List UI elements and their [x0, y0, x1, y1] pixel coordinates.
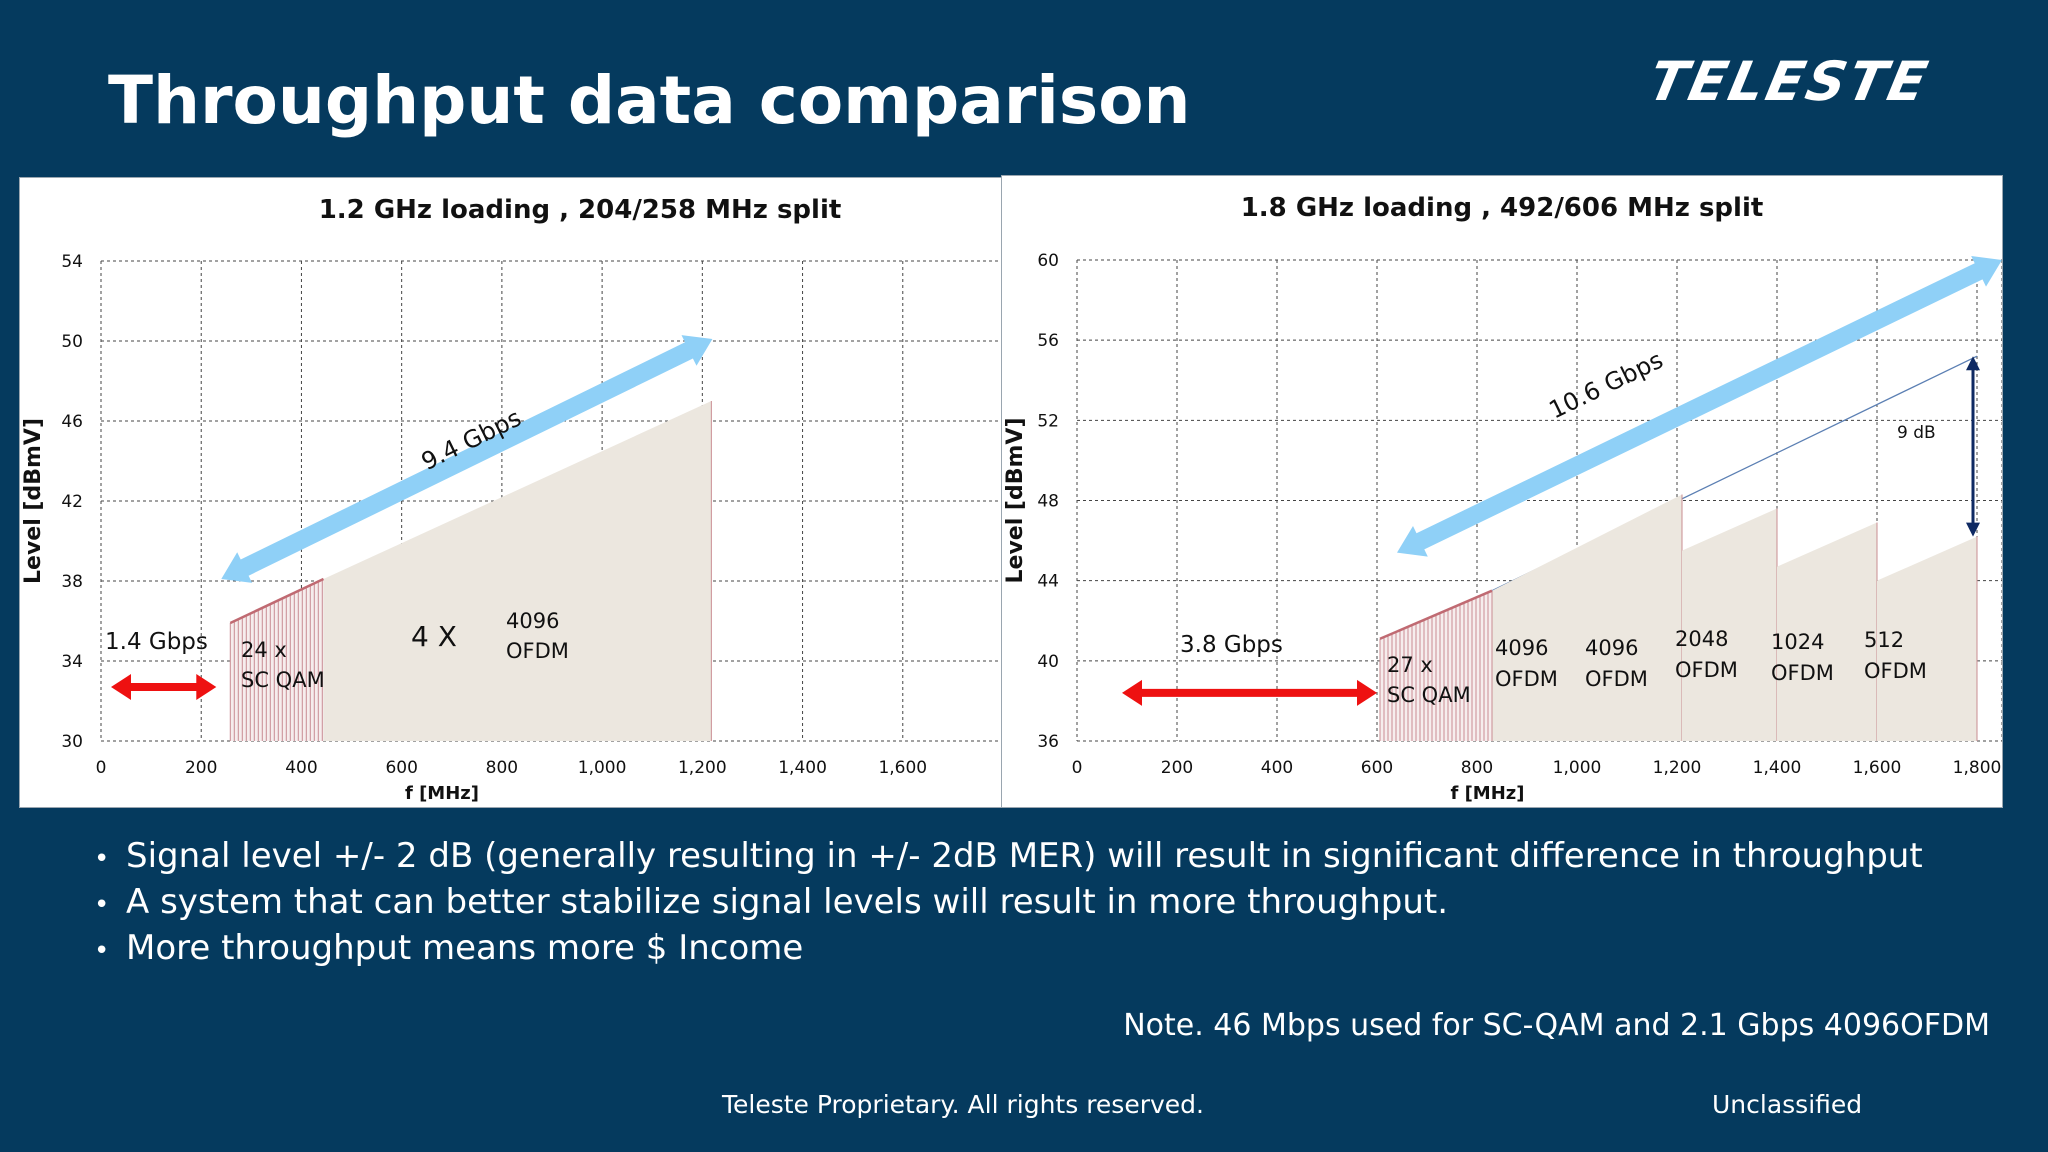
chart1-x-tick-label: 800 — [486, 758, 518, 778]
chart1-x-tick-label: 0 — [96, 758, 107, 778]
chart2-x-tick-label: 0 — [1072, 758, 1083, 778]
chart2-ofdm-block-2 — [1682, 508, 1777, 741]
bullet-text: Signal level +/- 2 dB (generally resulti… — [126, 836, 1923, 876]
chart2-x-axis-label: f [MHz] — [1450, 783, 1524, 804]
chart1-y-tick-label: 34 — [61, 652, 83, 672]
chart-1-8ghz-loading: 1.8 GHz loading , 492/606 MHz split 36 40 4… — [1003, 193, 2002, 804]
chart1-ofdm-label-line1: 4096 — [506, 609, 559, 633]
chart1-y-tick-label: 54 — [61, 252, 83, 272]
chart2-ofdm-label-line2: OFDM — [1675, 658, 1738, 682]
chart2-ofdm-block-1 — [1492, 494, 1682, 741]
chart2-throughput-label: 10.6 Gbps — [1545, 346, 1668, 425]
chart2-title: 1.8 GHz loading , 492/606 MHz split — [1241, 193, 1764, 223]
footer-copyright: Teleste Proprietary. All rights reserved… — [722, 1090, 1204, 1119]
chart2-scqam-tilt — [1379, 589, 1493, 640]
chart2-y-tick-label: 52 — [1037, 411, 1059, 431]
chart2-x-tick-label: 1,800 — [1953, 758, 2002, 778]
chart1-scqam-block — [230, 579, 324, 741]
chart2-delta-label: 9 dB — [1897, 423, 1936, 443]
chart2-ofdm-label-line1: 512 — [1864, 628, 1904, 652]
chart1-x-tick-label: 1,600 — [878, 758, 927, 778]
chart1-y-tick-label: 42 — [61, 492, 83, 512]
chart2-throughput-arrow — [1397, 256, 2002, 557]
chart2-x-tick-label: 1,400 — [1753, 758, 1802, 778]
bullet-dot-icon: • — [94, 890, 110, 920]
chart2-x-tick-label: 1,000 — [1553, 758, 1602, 778]
chart1-y-tick-label: 50 — [61, 332, 83, 352]
teleste-logo: TELESTE — [1643, 50, 1936, 113]
chart2-x-tick-label: 600 — [1361, 758, 1393, 778]
chart2-y-axis-label: Level [dBmV] — [1003, 418, 1028, 584]
chart2-x-tick-label: 1,600 — [1853, 758, 1902, 778]
chart1-scqam-label-line1: 24 x — [241, 638, 287, 662]
chart1-y-axis-label: Level [dBmV] — [21, 418, 46, 584]
chart1-multiplier-label: 4 X — [411, 620, 457, 653]
chart1-y-tick-label: 38 — [61, 572, 83, 592]
bullet-item: • A system that can better stabilize sign… — [94, 879, 1923, 925]
chart2-x-tick-label: 1,200 — [1653, 758, 1702, 778]
chart2-delta-arrow — [1966, 356, 1980, 537]
chart1-x-tick-label: 400 — [285, 758, 317, 778]
bullet-text: A system that can better stabilize signa… — [126, 882, 1449, 922]
chart1-title: 1.2 GHz loading , 204/258 MHz split — [319, 195, 842, 225]
chart2-ofdm-label-line1: 2048 — [1675, 627, 1728, 651]
chart1-upstream-label: 1.4 Gbps — [105, 629, 208, 655]
bullet-text: More throughput means more $ Income — [126, 928, 804, 968]
chart-panel-1-2ghz: 1.2 GHz loading , 204/258 MHz split 30 34 3… — [19, 177, 1002, 808]
chart1-x-axis-label: f [MHz] — [405, 783, 479, 804]
slide-title: Throughput data comparison — [108, 62, 1191, 139]
chart2-y-tick-label: 40 — [1037, 652, 1059, 672]
chart1-y-tick-label: 46 — [61, 412, 83, 432]
chart1-scqam-tilt — [229, 577, 325, 625]
chart2-ofdm-label-line2: OFDM — [1864, 659, 1927, 683]
chart2-x-tick-label: 400 — [1261, 758, 1293, 778]
chart-panel-1-8ghz: 1.8 GHz loading , 492/606 MHz split 36 40 4… — [1001, 175, 2003, 808]
chart1-x-tick-label: 1,400 — [778, 758, 827, 778]
chart1-scqam-label-line2: SC QAM — [241, 668, 325, 692]
chart2-ofdm-label-line2: OFDM — [1771, 661, 1834, 685]
bullet-dot-icon: • — [94, 844, 110, 874]
chart1-throughput-arrow — [221, 335, 713, 583]
chart2-x-tick-label: 800 — [1461, 758, 1493, 778]
chart2-ofdm-block-4 — [1877, 536, 1977, 741]
bullet-item: • Signal level +/- 2 dB (generally result… — [94, 833, 1923, 879]
chart1-x-tick-label: 200 — [185, 758, 217, 778]
chart2-ofdm-block-3 — [1777, 522, 1877, 741]
bullet-dot-icon: • — [94, 936, 110, 966]
bullet-list: • Signal level +/- 2 dB (generally result… — [94, 833, 1923, 971]
chart1-upstream-arrow — [111, 674, 217, 700]
chart2-ofdm-label-line1: 4096 — [1495, 636, 1548, 660]
chart1-ofdm-block-1 — [323, 401, 712, 741]
chart2-upstream-arrow — [1122, 679, 1377, 706]
chart1-x-tick-label: 1,200 — [678, 758, 727, 778]
chart2-scqam-label-line1: 27 x — [1387, 653, 1433, 677]
chart2-ofdm-label-line2: OFDM — [1585, 667, 1648, 691]
chart2-y-tick-label: 60 — [1037, 251, 1059, 271]
chart2-y-tick-label: 56 — [1037, 331, 1059, 351]
chart2-upstream-label: 3.8 Gbps — [1180, 632, 1283, 658]
chart2-ofdm-label-line1: 4096 — [1585, 636, 1638, 660]
chart2-ofdm-label-line1: 1024 — [1771, 630, 1824, 654]
chart2-y-tick-label: 44 — [1037, 572, 1059, 592]
chart1-y-tick-label: 30 — [61, 732, 83, 752]
chart2-y-tick-label: 36 — [1037, 732, 1059, 752]
footnote: Note. 46 Mbps used for SC-QAM and 2.1 Gb… — [1123, 1008, 1990, 1043]
chart1-x-tick-label: 600 — [385, 758, 417, 778]
chart2-scqam-label-line2: SC QAM — [1387, 683, 1471, 707]
chart2-ofdm-label-line2: OFDM — [1495, 667, 1558, 691]
bullet-item: • More throughput means more $ Income — [94, 925, 1923, 971]
chart2-x-tick-label: 200 — [1161, 758, 1193, 778]
chart2-y-tick-label: 48 — [1037, 492, 1059, 512]
chart-1-2ghz-loading: 1.2 GHz loading , 204/258 MHz split 30 34 3… — [21, 195, 1001, 804]
footer-classification: Unclassified — [1712, 1090, 1863, 1119]
chart1-ofdm-label-line2: OFDM — [506, 639, 569, 663]
chart1-x-tick-label: 1,000 — [578, 758, 627, 778]
